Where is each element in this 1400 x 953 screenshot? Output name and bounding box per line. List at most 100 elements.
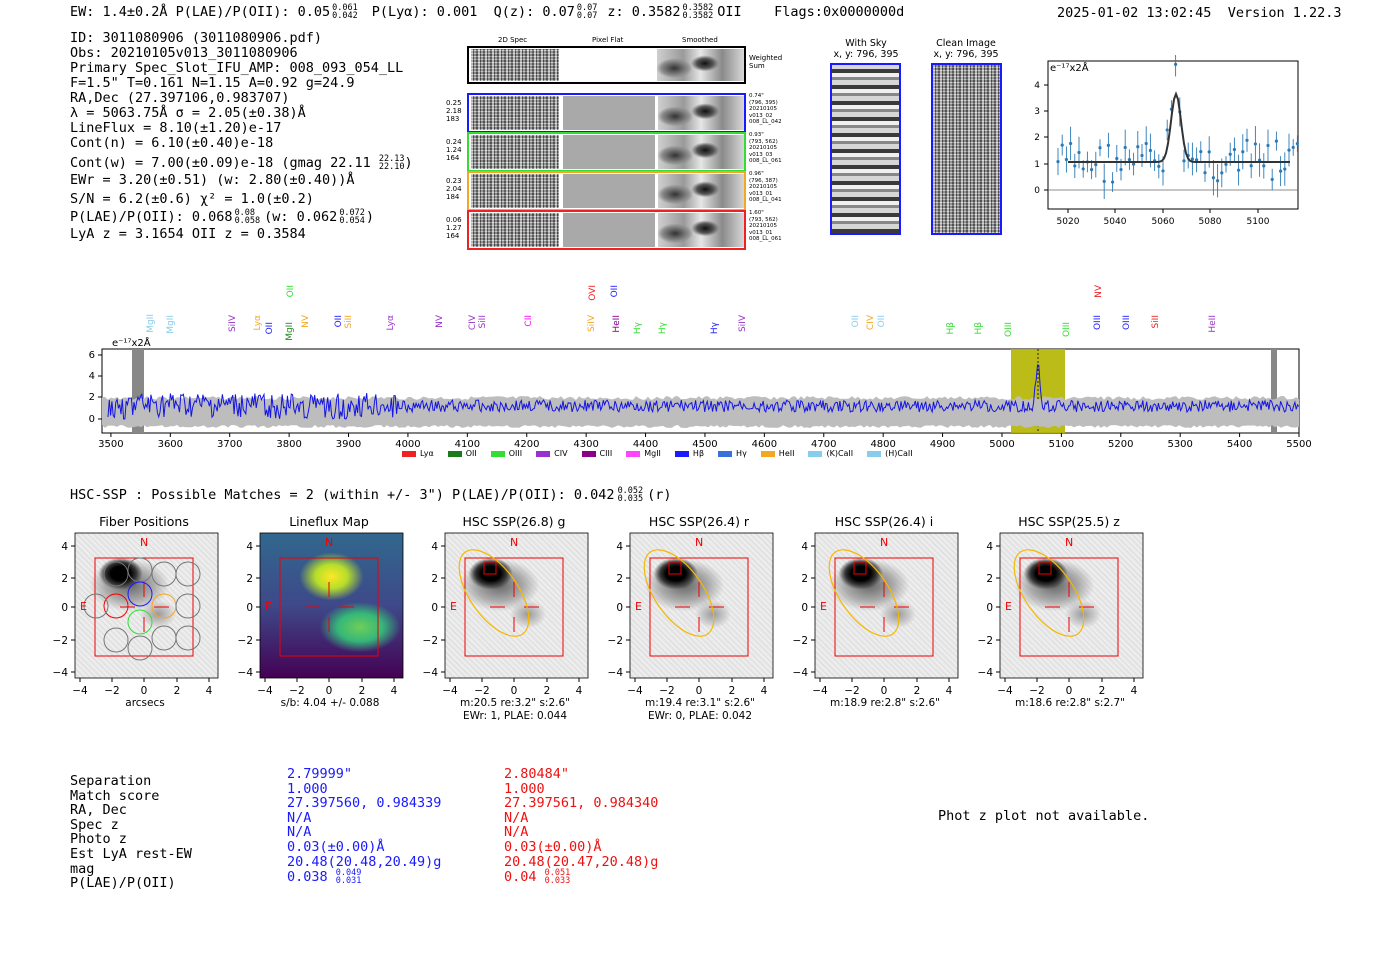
fiber-circle (127, 635, 153, 661)
zoom-xtick-label: 5040 (1104, 217, 1127, 227)
hsc-frame (814, 532, 959, 679)
legend-swatch (447, 450, 462, 457)
hsc-xtick-label: 4 (576, 685, 583, 697)
cutout-stats: 0.23 2.04 184 (446, 177, 466, 201)
zoom-point (1094, 163, 1098, 167)
hsc-summary-hi: 0.052 (617, 486, 644, 496)
hsc-ytick-label: 4 (246, 541, 253, 553)
zoom-point (1077, 150, 1081, 155)
ws-2dspec (471, 49, 559, 81)
masked-band-right (1271, 349, 1277, 433)
info-line: λ = 5063.75Å σ = 2.05(±0.38)Å (70, 105, 306, 121)
legend-label: Lyα (420, 449, 434, 458)
zoom-point (1249, 164, 1253, 168)
spec-xtick-label: 3800 (276, 439, 301, 450)
hsc-panel-title: HSC SSP(26.8) g (462, 514, 566, 529)
contw-lo: 22.10 (378, 162, 405, 172)
hsc-ytick-label: 0 (246, 602, 253, 614)
cutout-meta-line: (796, 387) (749, 177, 778, 184)
spectrum-error-band (102, 396, 1299, 428)
match-value: N/A (287, 824, 312, 841)
info-block: ID: 3011080906 (3011080906.pdf) Obs: 202… (70, 31, 413, 242)
zoom-xtick-label: 5060 (1152, 217, 1175, 227)
fiber-circle (151, 593, 177, 619)
hsc-summary: HSC-SSP : Possible Matches = 2 (within +… (70, 486, 672, 504)
legend-item: (K)CaII (808, 449, 853, 458)
zoom-point (1090, 167, 1094, 172)
hsc-ytick-label: −4 (238, 667, 254, 679)
cutout-meta-line: 20210105 (749, 106, 777, 113)
fiber-circle (175, 561, 201, 587)
east-label: E (820, 600, 827, 613)
contw-text: Cont(w) = 7.00(±0.09)e-18 (gmag 22.11 (70, 155, 371, 171)
cutout-row (467, 132, 746, 172)
hsc-xtick-label: −4 (627, 685, 643, 697)
spectrum-frame (101, 348, 1300, 434)
hsc-ytick-label: −4 (53, 667, 69, 679)
cutout-meta: 0.96" (796, 387) 20210105 v013_01 008_LL_041 (749, 171, 782, 204)
match-value: 0.03(±0.00)Å (287, 838, 385, 855)
hsc-xtick-label: −2 (844, 685, 859, 697)
north-label: N (1065, 536, 1073, 549)
zoom-point (1291, 145, 1295, 150)
legend-item: Hβ (674, 449, 704, 458)
hsc-xtick-label: −4 (442, 685, 458, 697)
hsc-panel-overlay: N E 4 2 0 −2 −4−4 −2 0 2 4 (53, 532, 219, 697)
cutout-flat (563, 96, 655, 130)
zoom-point (1199, 150, 1203, 154)
zoom-unit: e⁻¹⁷x2Å (1050, 61, 1089, 74)
hsc-panel-image (1000, 533, 1143, 678)
cutout-flat (563, 174, 655, 208)
zoom-point (1144, 141, 1148, 146)
zoom-point (1064, 157, 1068, 162)
hsc-ytick-label: −4 (423, 667, 439, 679)
info-line: LineFlux = 8.10(±1.20)e-17 (70, 120, 282, 136)
cutouts-panel: 2D Spec Pixel Flat Smoothed Weighted Sum… (440, 34, 800, 256)
legend-label: MgII (644, 449, 661, 458)
hsc-frame (629, 532, 774, 679)
spec-error-fill (102, 396, 1299, 428)
hsc-xtick-label: 4 (761, 685, 768, 697)
cutout-meta: 1.60" (793, 562) 20210105 v013_01 008_LL_061 (749, 210, 782, 243)
info-sn: S/N = 6.2(±0.6) χ² = 1.0(±0.2) (70, 191, 314, 207)
hsc-xtick-label: −2 (289, 685, 304, 697)
match-value: N/A (504, 824, 529, 841)
ew-lo: 0.042 (332, 11, 358, 21)
cutout-meta-line: 008_LL_042 (749, 119, 782, 126)
hsc-panel-overlay: N E 4 2 0 −2 −4−4 −2 0 2 4 (423, 532, 589, 697)
timestamp: 2025-01-02 13:02:45 (1057, 5, 1212, 21)
zoom-xtick-label: 5080 (1199, 217, 1222, 227)
cutout-2dspec (471, 174, 559, 208)
zoom-point (1190, 157, 1194, 161)
cutout-flat (563, 135, 655, 169)
fiber-circle (103, 627, 129, 653)
match-value: 1.000 (287, 780, 328, 797)
spec-xtick-label: 3500 (98, 439, 123, 450)
legend-label: CIV (554, 449, 568, 458)
fiber-circle (175, 593, 201, 619)
hsc-ytick-label: 0 (616, 602, 623, 614)
legend-swatch (760, 450, 775, 457)
zoom-ytick-label: 2 (1034, 133, 1040, 143)
legend-label: (K)CaII (826, 449, 854, 458)
legend-label: Hγ (736, 449, 747, 458)
z-value: z: 0.3582 (607, 4, 681, 20)
hsc-xtick-label: 4 (391, 685, 398, 697)
match-col1: 2.79999" 1.000 27.397560, 0.984339 N/A N… (287, 767, 441, 886)
hsc-xtick-label: 4 (206, 685, 213, 697)
legend-swatch (718, 450, 733, 457)
legend-swatch (490, 450, 505, 457)
cutout-stats: 0.25 2.18 183 (446, 99, 466, 123)
zoom-point (1224, 162, 1228, 166)
hsc-galaxy-ellipse (458, 549, 530, 637)
zoom-point (1132, 162, 1136, 166)
ew-hi: 0.061 (332, 3, 358, 13)
match-label: Spec z (70, 816, 119, 833)
cutout-stat: 0.06 (446, 216, 462, 224)
hsc-panel-image (260, 533, 403, 678)
hsc-panel-caption: m:20.5 re:3.2" s:2.6" EWr: 1, PLAE: 0.044 (440, 697, 590, 723)
match-label: Est LyA rest-EW (70, 845, 192, 862)
zoom-point (1161, 169, 1165, 173)
hsc-xtick-label: 4 (1131, 685, 1138, 697)
match-value: 27.397561, 0.984340 (504, 795, 659, 812)
